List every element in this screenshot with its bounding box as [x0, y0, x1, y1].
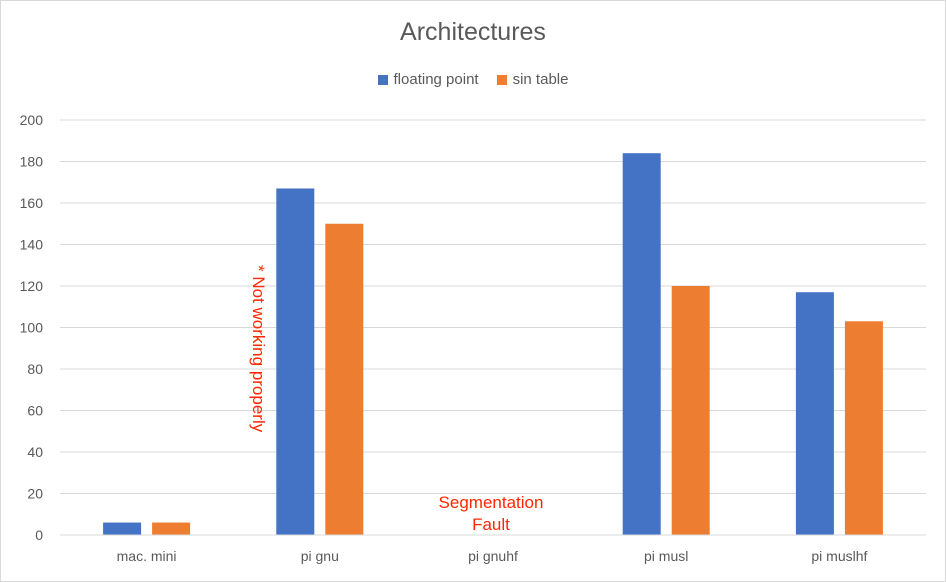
annotation-not-working: * Not working properly [249, 265, 268, 433]
y-tick-label-180: 180 [20, 154, 44, 170]
legend-entry-sin-table: sin table [496, 71, 569, 88]
bar-floating-point-pi-muslhf [795, 292, 834, 535]
annotation-fault: Fault [472, 515, 510, 534]
x-tick-label-pi-gnuhf: pi gnuhf [468, 548, 518, 564]
x-axis: mac. mini pi gnu pi gnuhf pi musl pi muslhf [60, 534, 926, 564]
legend-label-sin-table: sin table [512, 71, 569, 88]
legend: floating point sin table [0, 71, 946, 88]
bar-floating-point-pi-musl [622, 153, 661, 535]
chart-title: Architectures [400, 18, 546, 46]
legend-swatch-sin-table [496, 74, 507, 85]
bar-sin-table-pi-muslhf [844, 321, 883, 535]
y-tick-label-0: 0 [35, 527, 43, 543]
y-tick-label-80: 80 [27, 361, 43, 377]
x-tick-label-mac-mini: mac. mini [117, 548, 177, 564]
y-tick-label-140: 140 [20, 237, 44, 253]
bar-sin-table-pi-gnu [325, 223, 364, 535]
x-tick-label-pi-muslhf: pi muslhf [811, 548, 867, 564]
y-axis: 0 20 40 60 80 100 120 140 160 180 200 [20, 112, 44, 543]
annotations: * Not working properly Segmentation Fault [249, 265, 543, 534]
annotation-segmentation: Segmentation [439, 493, 544, 512]
y-tick-label-60: 60 [27, 403, 43, 419]
legend-label-floating-point: floating point [393, 71, 479, 88]
y-tick-label-40: 40 [27, 444, 43, 460]
bar-sin-table-pi-musl [671, 286, 710, 535]
bar-floating-point-mac-mini [103, 522, 142, 535]
gridlines [60, 119, 926, 536]
bar-floating-point-pi-gnu [276, 188, 315, 535]
y-tick-label-200: 200 [20, 112, 44, 128]
y-tick-label-120: 120 [20, 278, 44, 294]
x-tick-label-pi-musl: pi musl [644, 548, 688, 564]
bars [103, 153, 883, 535]
bar-sin-table-mac-mini [152, 522, 191, 535]
y-tick-label-20: 20 [27, 486, 43, 502]
legend-swatch-floating-point [377, 74, 388, 85]
y-tick-label-100: 100 [20, 320, 44, 336]
legend-entry-floating-point: floating point [377, 71, 479, 88]
y-tick-label-160: 160 [20, 195, 44, 211]
x-tick-label-pi-gnu: pi gnu [301, 548, 339, 564]
